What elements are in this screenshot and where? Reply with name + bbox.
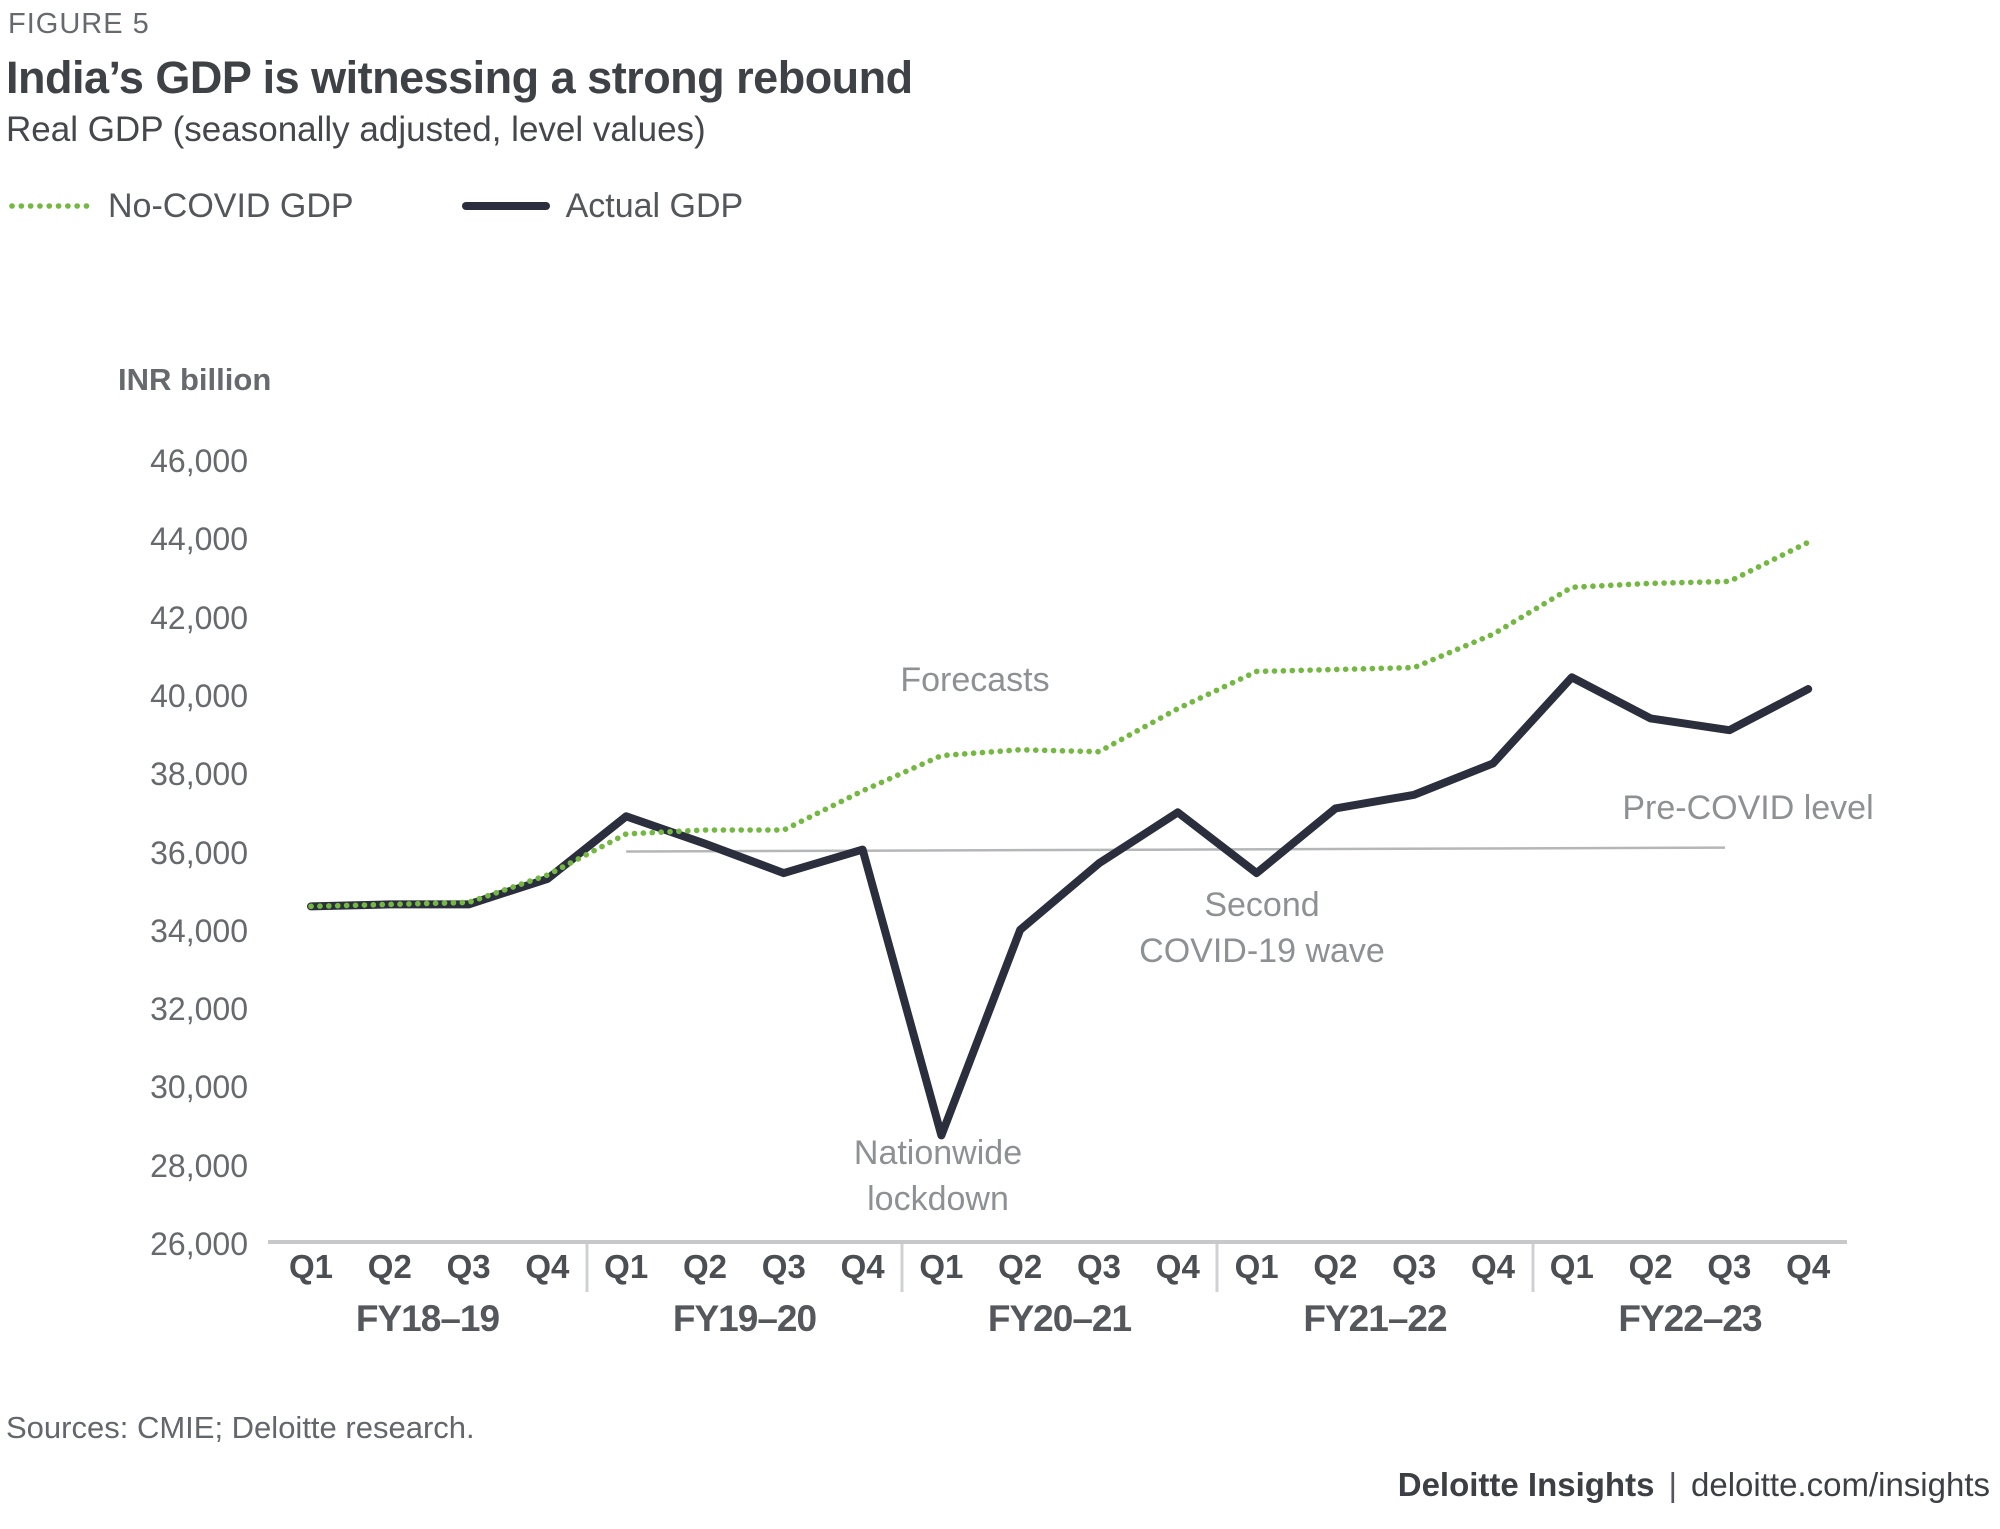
fiscal-year-label: FY19–20 <box>672 1298 817 1339</box>
annotation-pre-covid-level: Pre-COVID level <box>1622 789 1874 827</box>
quarter-label: Q3 <box>1076 1248 1122 1285</box>
y-tick-label: 42,000 <box>150 599 248 636</box>
y-tick-label: 34,000 <box>150 912 248 949</box>
quarter-label: Q4 <box>840 1248 885 1285</box>
quarter-label: Q2 <box>367 1248 412 1285</box>
page-subtitle: Real GDP (seasonally adjusted, level val… <box>6 110 706 149</box>
pre-covid-reference-line <box>626 846 1726 853</box>
legend-item-actual-gdp: Actual GDP <box>461 186 744 226</box>
quarter-label: Q3 <box>761 1248 806 1285</box>
quarter-label: Q2 <box>1628 1248 1673 1285</box>
quarter-label: Q4 <box>1155 1248 1200 1285</box>
y-tick-label: 28,000 <box>150 1147 248 1184</box>
quarter-label: Q2 <box>1313 1248 1358 1285</box>
y-tick-label: 46,000 <box>150 443 248 479</box>
y-tick-label: 38,000 <box>150 756 248 793</box>
quarter-label: Q3 <box>1392 1248 1437 1285</box>
annotation-forecasts: Forecasts <box>900 661 1050 699</box>
quarter-label: Q4 <box>525 1248 570 1285</box>
y-tick-label: 36,000 <box>150 834 248 871</box>
y-tick-label: 30,000 <box>150 1069 248 1106</box>
y-tick-label: 32,000 <box>150 991 248 1028</box>
y-axis-title: INR billion <box>118 362 272 397</box>
sources-note: Sources: CMIE; Deloitte research. <box>6 1410 475 1445</box>
quarter-label: Q3 <box>1707 1248 1752 1285</box>
legend-label-no-covid-gdp: No-COVID GDP <box>108 186 354 225</box>
chart-legend: No-COVID GDP Actual GDP <box>8 186 743 226</box>
quarter-label: Q1 <box>288 1248 334 1285</box>
fiscal-year-label: FY18–19 <box>355 1298 500 1339</box>
fiscal-year-label: FY21–22 <box>1303 1298 1447 1339</box>
y-tick-label: 26,000 <box>150 1226 248 1262</box>
no-covid-gdp-line <box>308 539 1811 910</box>
quarter-label: Q4 <box>1470 1248 1516 1285</box>
quarter-label: Q4 <box>1786 1248 1831 1285</box>
quarter-label: Q3 <box>446 1248 491 1285</box>
quarter-label: Q2 <box>682 1248 728 1285</box>
quarter-label: Q1 <box>919 1248 964 1285</box>
quarter-label: Q2 <box>998 1248 1043 1285</box>
brand-name: Deloitte Insights <box>1397 1466 1655 1503</box>
dotted-line-swatch-icon <box>9 203 91 209</box>
quarter-label: Q1 <box>604 1248 649 1285</box>
brand-footer: Deloitte Insights | deloitte.com/insights <box>1398 1466 1990 1504</box>
brand-link: deloitte.com/insights <box>1691 1466 1990 1503</box>
actual-gdp-line <box>307 673 1813 1140</box>
figure-label: FIGURE 5 <box>8 8 150 40</box>
fiscal-year-label: FY22–23 <box>1618 1298 1762 1339</box>
annotation-second-covid-wave: Second COVID-19 wave <box>1139 886 1385 970</box>
annotation-nationwide-lockdown: Nationwide lockdown <box>853 1134 1023 1218</box>
quarter-label: Q1 <box>1234 1248 1279 1285</box>
solid-line-swatch-icon <box>461 202 550 210</box>
quarter-label: Q1 <box>1549 1248 1594 1285</box>
brand-separator: | <box>1668 1466 1678 1503</box>
legend-item-no-covid-gdp: No-COVID GDP <box>8 187 354 226</box>
legend-label-actual-gdp: Actual GDP <box>565 186 744 225</box>
fiscal-year-label: FY20–21 <box>987 1298 1132 1339</box>
y-tick-label: 44,000 <box>150 521 248 558</box>
page-title: India’s GDP is witnessing a strong rebou… <box>6 52 913 103</box>
y-tick-label: 40,000 <box>150 677 248 714</box>
